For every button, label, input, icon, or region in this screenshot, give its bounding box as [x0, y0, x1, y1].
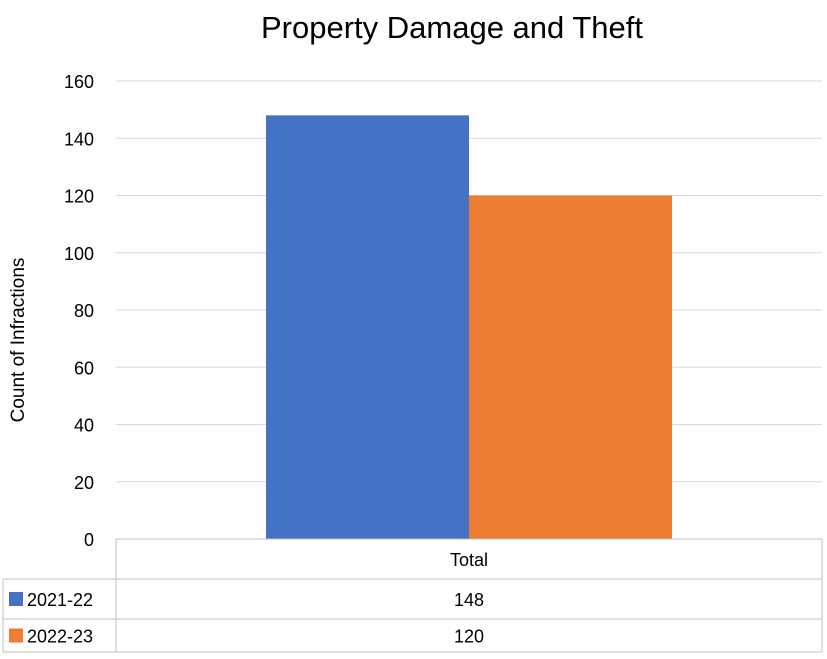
- y-tick-label: 140: [64, 129, 94, 149]
- bar-2022-23: [469, 195, 672, 539]
- data-table: Total 2021-22 148 2022-23 120: [2, 538, 823, 653]
- y-tick-label: 100: [64, 244, 94, 264]
- y-tick-label: 160: [64, 72, 94, 92]
- bars: [266, 115, 672, 539]
- y-tick-labels: 0 20 40 60 80 100 120 140 160: [64, 72, 94, 550]
- y-tick-label: 0: [84, 530, 94, 550]
- legend-label: 2021-22: [27, 590, 93, 610]
- legend-key-2021-22: [9, 592, 23, 606]
- bar-2021-22: [266, 115, 469, 539]
- y-tick-label: 60: [74, 358, 94, 378]
- y-tick-label: 80: [74, 301, 94, 321]
- y-tick-label: 40: [74, 416, 94, 436]
- y-axis-label: Count of Infractions: [8, 258, 29, 423]
- table-value: 148: [454, 590, 484, 610]
- table-value: 120: [454, 627, 484, 647]
- y-tick-label: 20: [74, 473, 94, 493]
- table-category-label: Total: [450, 550, 488, 570]
- legend-key-2022-23: [9, 628, 23, 643]
- chart-title: Property Damage and Theft: [261, 10, 643, 45]
- legend-label: 2022-23: [27, 627, 93, 647]
- y-tick-label: 120: [64, 187, 94, 207]
